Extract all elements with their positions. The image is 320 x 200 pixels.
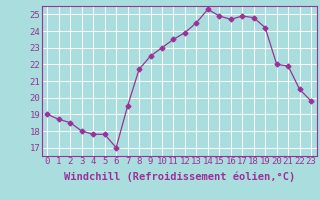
X-axis label: Windchill (Refroidissement éolien,°C): Windchill (Refroidissement éolien,°C) bbox=[64, 172, 295, 182]
